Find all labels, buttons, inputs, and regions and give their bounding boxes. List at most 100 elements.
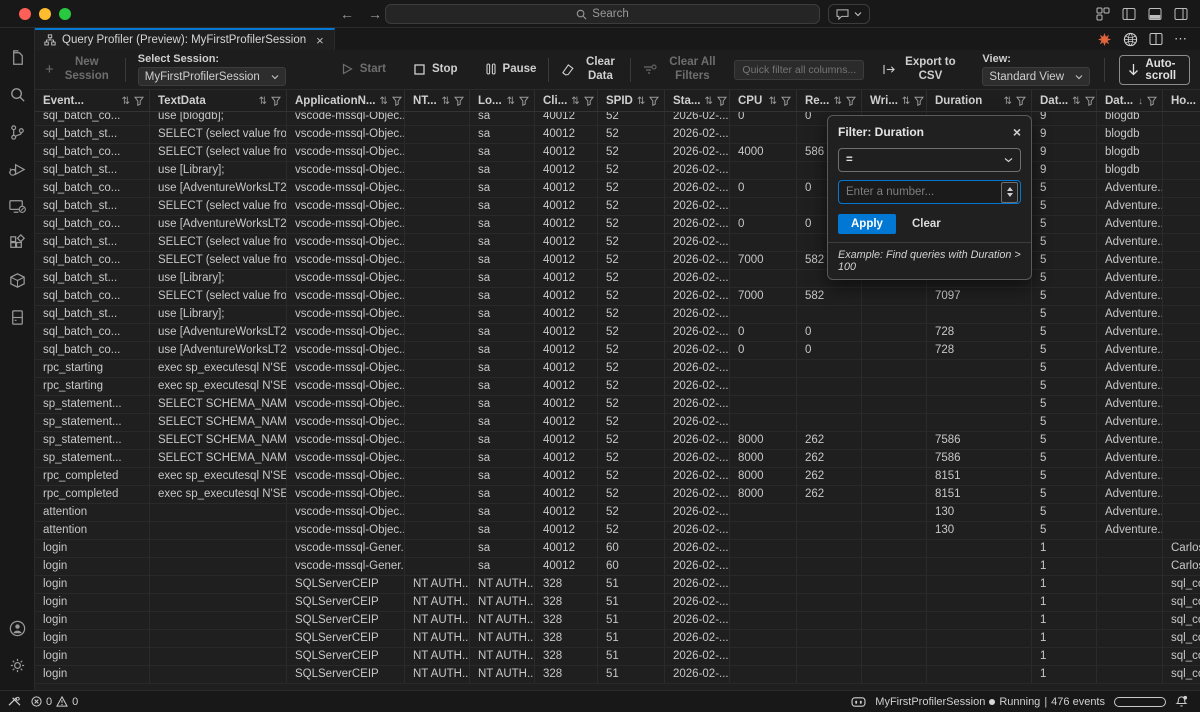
filter-icon[interactable] bbox=[716, 96, 727, 106]
account-button[interactable] bbox=[0, 610, 35, 647]
event-row[interactable]: sql_batch_st...SELECT (select value from… bbox=[35, 234, 1200, 252]
close-window-button[interactable] bbox=[19, 7, 31, 20]
event-row[interactable]: sql_batch_st...SELECT (select value from… bbox=[35, 198, 1200, 216]
column-header-databaseid[interactable]: Dat... ⇅ bbox=[1032, 90, 1097, 111]
chat-button[interactable] bbox=[828, 4, 870, 24]
event-row[interactable]: attention vscode-mssql-Objec... sa 40012 52 2… bbox=[35, 504, 1200, 522]
filter-icon[interactable] bbox=[391, 96, 402, 106]
event-row[interactable]: sql_batch_co...SELECT (select value from… bbox=[35, 288, 1200, 306]
copilot-icon[interactable] bbox=[851, 696, 866, 708]
event-row[interactable]: sql_batch_co...use [AdventureWorksLT2022… bbox=[35, 342, 1200, 360]
sort-icon[interactable]: ⇅ bbox=[121, 95, 130, 107]
spin-up-icon[interactable] bbox=[1006, 187, 1013, 191]
sidebar-item-remote-explorer[interactable] bbox=[0, 188, 35, 225]
view-select[interactable]: Standard View bbox=[982, 67, 1091, 86]
operator-select[interactable]: = bbox=[838, 148, 1021, 172]
filter-icon[interactable] bbox=[649, 96, 660, 106]
session-status[interactable]: MyFirstProfilerSession Running | 476 eve… bbox=[875, 696, 1105, 708]
quick-filter-input[interactable] bbox=[734, 59, 865, 80]
back-icon[interactable]: ← bbox=[340, 6, 354, 22]
filter-icon[interactable] bbox=[914, 96, 925, 106]
column-header-applicationname[interactable]: ApplicationN... ⇅ bbox=[287, 90, 405, 111]
filter-icon[interactable] bbox=[271, 96, 281, 106]
event-row[interactable]: sp_statement...SELECT SCHEMA_NAME(tbl.sc… bbox=[35, 450, 1200, 468]
event-row[interactable]: login SQLServerCEIP NT AUTH... NT AUTH... 32… bbox=[35, 666, 1200, 684]
filter-icon[interactable] bbox=[583, 96, 594, 106]
event-row[interactable]: sp_statement...SELECT SCHEMA_NAME(tbl.sc… bbox=[35, 432, 1200, 450]
event-row[interactable]: sql_batch_co...SELECT (select value from… bbox=[35, 144, 1200, 162]
forward-icon[interactable]: → bbox=[368, 6, 382, 22]
filter-icon[interactable] bbox=[846, 96, 856, 106]
settings-button[interactable] bbox=[0, 647, 35, 684]
event-row[interactable]: sp_statement...SELECT SCHEMA_NAME(tbl.sc… bbox=[35, 396, 1200, 414]
event-row[interactable]: sql_batch_st...SELECT (select value from… bbox=[35, 126, 1200, 144]
close-tab-icon[interactable]: × bbox=[316, 32, 324, 48]
zoom-window-button[interactable] bbox=[59, 7, 71, 20]
remote-tools-icon[interactable] bbox=[8, 696, 21, 707]
event-row[interactable]: attention vscode-mssql-Objec... sa 40012 52 2… bbox=[35, 522, 1200, 540]
column-header-duration[interactable]: Duration ⇅ bbox=[927, 90, 1032, 111]
filter-icon[interactable] bbox=[454, 96, 464, 106]
clear-all-filters-button[interactable]: Clear All Filters bbox=[643, 56, 720, 84]
event-row[interactable]: sql_batch_co...SELECT (select value from… bbox=[35, 252, 1200, 270]
number-spinner[interactable] bbox=[1001, 181, 1018, 203]
event-row[interactable]: sql_batch_st... use [Library]; vscode-mssq… bbox=[35, 270, 1200, 288]
start-button[interactable]: Start bbox=[341, 63, 386, 77]
customize-layout-icon[interactable] bbox=[1096, 7, 1110, 21]
toggle-secondary-sidebar-icon[interactable] bbox=[1174, 7, 1188, 21]
column-header-event[interactable]: Event... ⇅ bbox=[35, 90, 150, 111]
stop-button[interactable]: Stop bbox=[414, 63, 458, 77]
ai-icon[interactable] bbox=[1123, 32, 1138, 47]
event-row[interactable]: sql_batch_st... use [Library]; vscode-mssq… bbox=[35, 162, 1200, 180]
command-center-search[interactable]: Search bbox=[385, 4, 820, 24]
column-header-writes[interactable]: Wri... ⇅ bbox=[862, 90, 927, 111]
column-header-clientprocessid[interactable]: Cli... ⇅ bbox=[535, 90, 598, 111]
event-row[interactable]: login vscode-mssql-Gener... sa 40012 60 2026-… bbox=[35, 540, 1200, 558]
event-row[interactable]: sql_batch_co... use [blogdb]; vscode-mssql… bbox=[35, 112, 1200, 126]
sort-icon[interactable]: ⇅ bbox=[1003, 95, 1012, 107]
filter-icon[interactable] bbox=[1016, 96, 1026, 106]
sort-icon[interactable]: ⇅ bbox=[1072, 95, 1081, 107]
event-row[interactable]: login vscode-mssql-Gener... sa 40012 60 2026-… bbox=[35, 558, 1200, 576]
column-header-hostname[interactable]: Ho...⇅ bbox=[1163, 90, 1200, 111]
toggle-panel-icon[interactable] bbox=[1148, 7, 1162, 21]
sidebar-item-extensions[interactable] bbox=[0, 225, 35, 262]
apply-button[interactable]: Apply bbox=[838, 214, 896, 234]
sort-icon[interactable]: ⇅ bbox=[901, 95, 911, 107]
column-header-databasename[interactable]: Dat... ↓ bbox=[1097, 90, 1163, 111]
sidebar-item-sql-server[interactable] bbox=[0, 299, 35, 336]
event-row[interactable]: login SQLServerCEIP NT AUTH... NT AUTH... 32… bbox=[35, 630, 1200, 648]
clear-data-button[interactable]: Clear Data bbox=[561, 56, 618, 84]
filter-value-input[interactable]: Enter a number... bbox=[838, 180, 1021, 204]
filter-icon[interactable] bbox=[781, 96, 791, 106]
sort-icon[interactable]: ⇅ bbox=[506, 95, 515, 107]
sidebar-item-run-debug[interactable] bbox=[0, 151, 35, 188]
flame-icon[interactable] bbox=[1097, 32, 1112, 47]
event-row[interactable]: sp_statement...SELECT SCHEMA_NAME(tbl.sc… bbox=[35, 414, 1200, 432]
filter-icon[interactable] bbox=[134, 96, 144, 106]
sidebar-item-containers[interactable] bbox=[0, 262, 35, 299]
event-row[interactable]: login SQLServerCEIP NT AUTH... NT AUTH... 32… bbox=[35, 594, 1200, 612]
session-select[interactable]: MyFirstProfilerSession bbox=[137, 67, 286, 86]
sort-desc-icon[interactable]: ↓ bbox=[1138, 95, 1143, 107]
event-row[interactable]: login SQLServerCEIP NT AUTH... NT AUTH... 32… bbox=[35, 648, 1200, 666]
event-row[interactable]: sql_batch_co...use [AdventureWorksLT2022… bbox=[35, 324, 1200, 342]
tab-query-profiler[interactable]: Query Profiler (Preview): MyFirstProfile… bbox=[35, 28, 335, 50]
bell-icon[interactable] bbox=[1175, 695, 1188, 708]
sort-icon[interactable]: ⇅ bbox=[833, 95, 842, 107]
filter-icon[interactable] bbox=[1084, 96, 1095, 106]
minimize-window-button[interactable] bbox=[39, 7, 51, 20]
column-header-reads[interactable]: Re... ⇅ bbox=[797, 90, 862, 111]
event-row[interactable]: login SQLServerCEIP NT AUTH... NT AUTH... 32… bbox=[35, 612, 1200, 630]
sidebar-item-explorer[interactable] bbox=[0, 40, 35, 77]
sort-icon[interactable]: ⇅ bbox=[704, 95, 713, 107]
event-row[interactable]: sql_batch_co...use [AdventureWorksLT2022… bbox=[35, 180, 1200, 198]
column-header-starttime[interactable]: Sta... ⇅ bbox=[665, 90, 730, 111]
toggle-primary-sidebar-icon[interactable] bbox=[1122, 7, 1136, 21]
column-header-loginname[interactable]: Lo... ⇅ bbox=[470, 90, 535, 111]
sort-icon[interactable]: ⇅ bbox=[768, 95, 777, 107]
